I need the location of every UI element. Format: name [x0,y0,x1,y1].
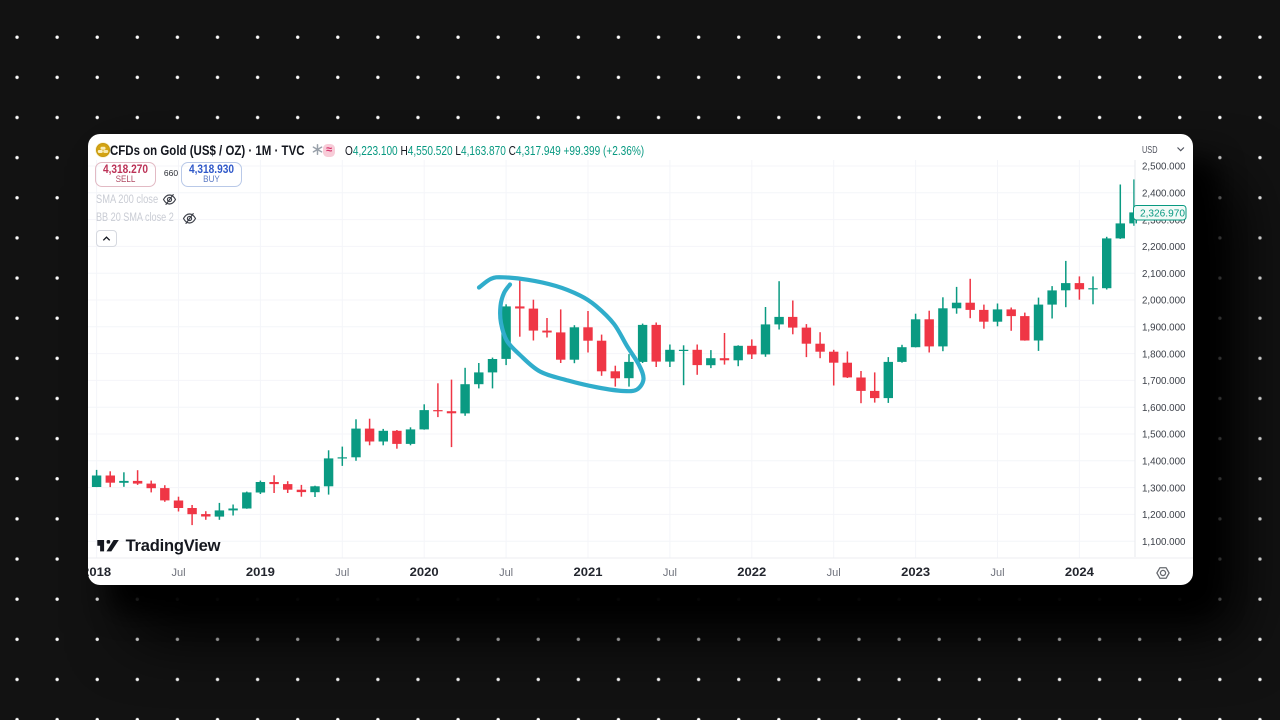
svg-text:2023: 2023 [901,567,930,579]
svg-text:1,600.000: 1,600.000 [1142,402,1186,414]
svg-text:1,200.000: 1,200.000 [1142,509,1186,521]
svg-text:Jul: Jul [990,567,1004,579]
svg-text:Jul: Jul [499,567,513,579]
svg-text:2024: 2024 [1065,567,1095,579]
svg-text:2,200.000: 2,200.000 [1142,241,1186,253]
svg-text:2,100.000: 2,100.000 [1142,268,1186,280]
svg-text:1,300.000: 1,300.000 [1142,482,1186,494]
svg-text:2018: 2018 [88,567,112,579]
svg-text:2019: 2019 [246,567,275,579]
svg-text:1,500.000: 1,500.000 [1142,429,1186,441]
svg-text:Jul: Jul [335,567,349,579]
svg-text:2,500.000: 2,500.000 [1142,161,1186,173]
svg-text:Jul: Jul [171,567,185,579]
svg-text:1,400.000: 1,400.000 [1142,456,1186,468]
svg-text:1,900.000: 1,900.000 [1142,322,1186,334]
svg-text:Jul: Jul [663,567,677,579]
svg-text:1,700.000: 1,700.000 [1142,375,1186,387]
svg-text:2020: 2020 [410,567,439,579]
svg-text:Jul: Jul [827,567,841,579]
svg-text:2,400.000: 2,400.000 [1142,188,1186,200]
svg-text:1,100.000: 1,100.000 [1142,536,1186,548]
svg-text:2021: 2021 [574,567,604,579]
svg-text:2,000.000: 2,000.000 [1142,295,1186,307]
svg-text:USD: USD [1142,144,1158,156]
svg-text:2,326.970: 2,326.970 [1140,208,1185,220]
svg-text:2022: 2022 [737,567,766,579]
svg-text:1,800.000: 1,800.000 [1142,348,1186,360]
